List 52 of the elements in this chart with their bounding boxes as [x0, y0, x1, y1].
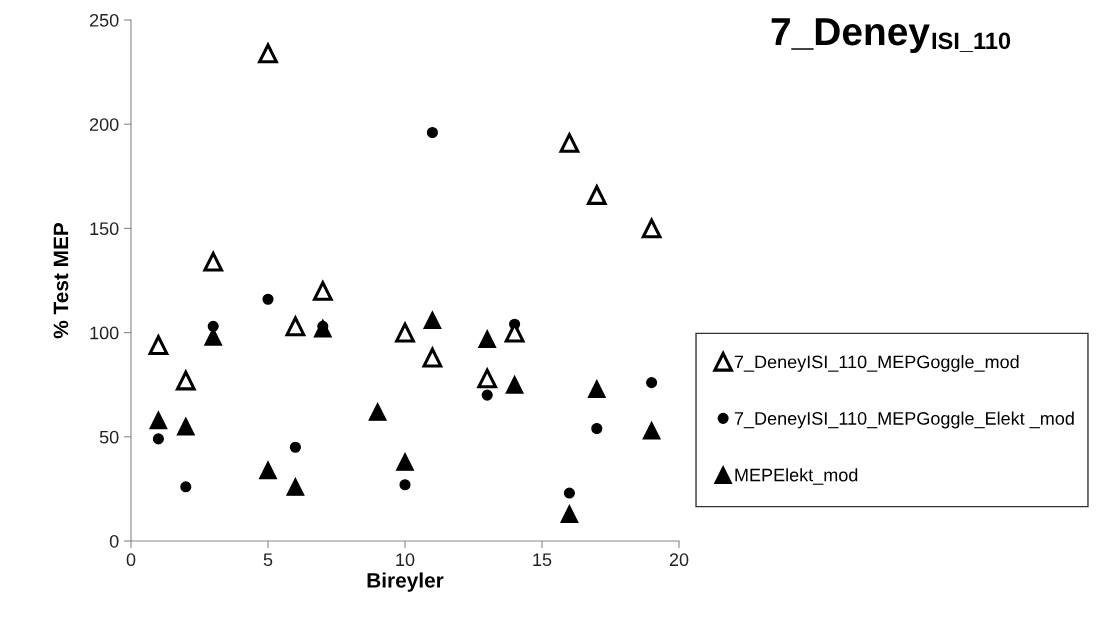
y-tick-label: 100 [90, 326, 119, 340]
point [175, 368, 197, 391]
text: 7_DeneyISI_110 [771, 18, 1011, 54]
point [262, 293, 274, 305]
point [180, 481, 192, 493]
x-tick-label: 5 [263, 553, 273, 567]
y-tick-label: 150 [90, 222, 119, 236]
x-tick-label: 10 [396, 553, 415, 567]
point [395, 452, 415, 471]
point [258, 461, 278, 480]
point [207, 320, 219, 332]
point [176, 417, 195, 436]
point [258, 43, 278, 64]
x-tick-label: 15 [533, 553, 552, 567]
x-tick-label: 20 [669, 553, 689, 567]
point [563, 487, 575, 499]
legend-label: 7_DeneyISI_110_MEPGoggle_mod [734, 355, 1019, 372]
point [505, 375, 524, 394]
y-tick-label: 200 [89, 118, 119, 131]
x-axis-title: Bireyler [367, 572, 444, 592]
x-tick-label: 0 [126, 553, 136, 567]
point [289, 441, 301, 453]
point [286, 477, 305, 496]
point [368, 402, 387, 421]
y-tick-label: 250 [89, 13, 119, 27]
point [586, 185, 607, 205]
point [426, 126, 438, 139]
point [481, 389, 493, 401]
point [642, 421, 661, 440]
point [152, 433, 164, 445]
y-tick-label: 0 [109, 534, 119, 548]
point [646, 377, 658, 389]
point [148, 335, 169, 355]
point [640, 216, 663, 239]
legend-label: 7_DeneyISI_110_MEPGoggle_Elekt _mod [734, 411, 1074, 429]
point [399, 479, 411, 491]
point [203, 251, 224, 272]
y-axis-title: % Test MEP [53, 222, 69, 339]
point [423, 311, 442, 330]
point [476, 366, 498, 389]
y-tick-label: 50 [99, 430, 119, 444]
point [421, 345, 444, 368]
point [591, 422, 603, 435]
point [312, 281, 333, 301]
point [149, 411, 168, 430]
point [478, 329, 497, 348]
point [285, 316, 306, 337]
point [395, 322, 415, 343]
point [587, 379, 606, 398]
point [559, 133, 580, 153]
legend-label: MEPElekt_mod [735, 468, 858, 485]
point [560, 504, 579, 523]
